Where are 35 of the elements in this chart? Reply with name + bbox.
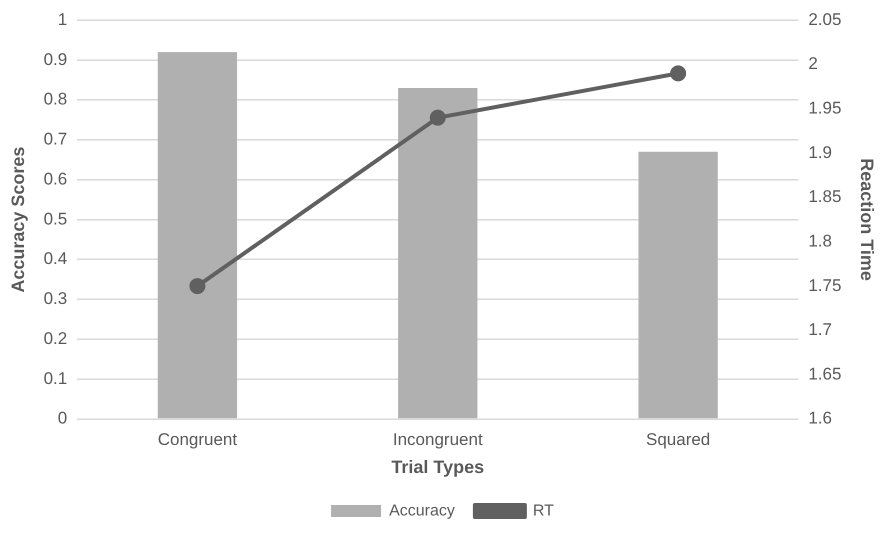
y2-tick-label: 1.95 xyxy=(808,98,842,118)
y-tick-label: 0.1 xyxy=(44,368,68,388)
y-tick-label: 0.8 xyxy=(44,90,68,109)
bar xyxy=(398,88,478,418)
legend-label: Accuracy xyxy=(389,502,455,520)
y-tick-label: 0.2 xyxy=(44,328,68,348)
y-tick-label: 0.7 xyxy=(44,130,68,149)
y2-tick-label: 2 xyxy=(808,54,818,74)
y-axis-title: Accuracy Scores xyxy=(8,146,28,293)
y-tick-label: 0.4 xyxy=(44,249,68,268)
y2-axis-title: Reaction Time xyxy=(857,158,878,281)
y-tick-label: 0 xyxy=(58,408,68,428)
bar xyxy=(158,52,238,418)
bar xyxy=(638,152,718,418)
legend-label: RT xyxy=(532,502,554,520)
y-tick-label: 0.6 xyxy=(44,169,68,188)
y-tick-label: 0.3 xyxy=(44,289,68,308)
y2-tick-label: 1.65 xyxy=(808,364,842,384)
y-tick-label: 1 xyxy=(58,10,68,29)
y2-tick-label: 1.8 xyxy=(808,231,832,250)
y2-tick-label: 2.05 xyxy=(808,10,842,29)
y-tick-label: 0.5 xyxy=(44,209,68,228)
point xyxy=(670,65,686,82)
y2-tick-label: 1.7 xyxy=(808,320,832,340)
y2-tick-label: 1.9 xyxy=(808,142,832,162)
y-tick-label: 0.9 xyxy=(44,50,68,69)
x-tick-label: Congruent xyxy=(158,430,238,449)
y2-tick-label: 1.85 xyxy=(808,187,842,206)
y2-tick-label: 1.75 xyxy=(808,276,842,295)
x-axis-title: Trial Types xyxy=(391,457,484,478)
x-tick-label: Squared xyxy=(646,430,710,449)
point xyxy=(430,110,446,126)
point xyxy=(189,278,206,294)
y2-tick-label: 1.6 xyxy=(808,408,832,428)
x-tick-label: Incongruent xyxy=(392,430,483,449)
